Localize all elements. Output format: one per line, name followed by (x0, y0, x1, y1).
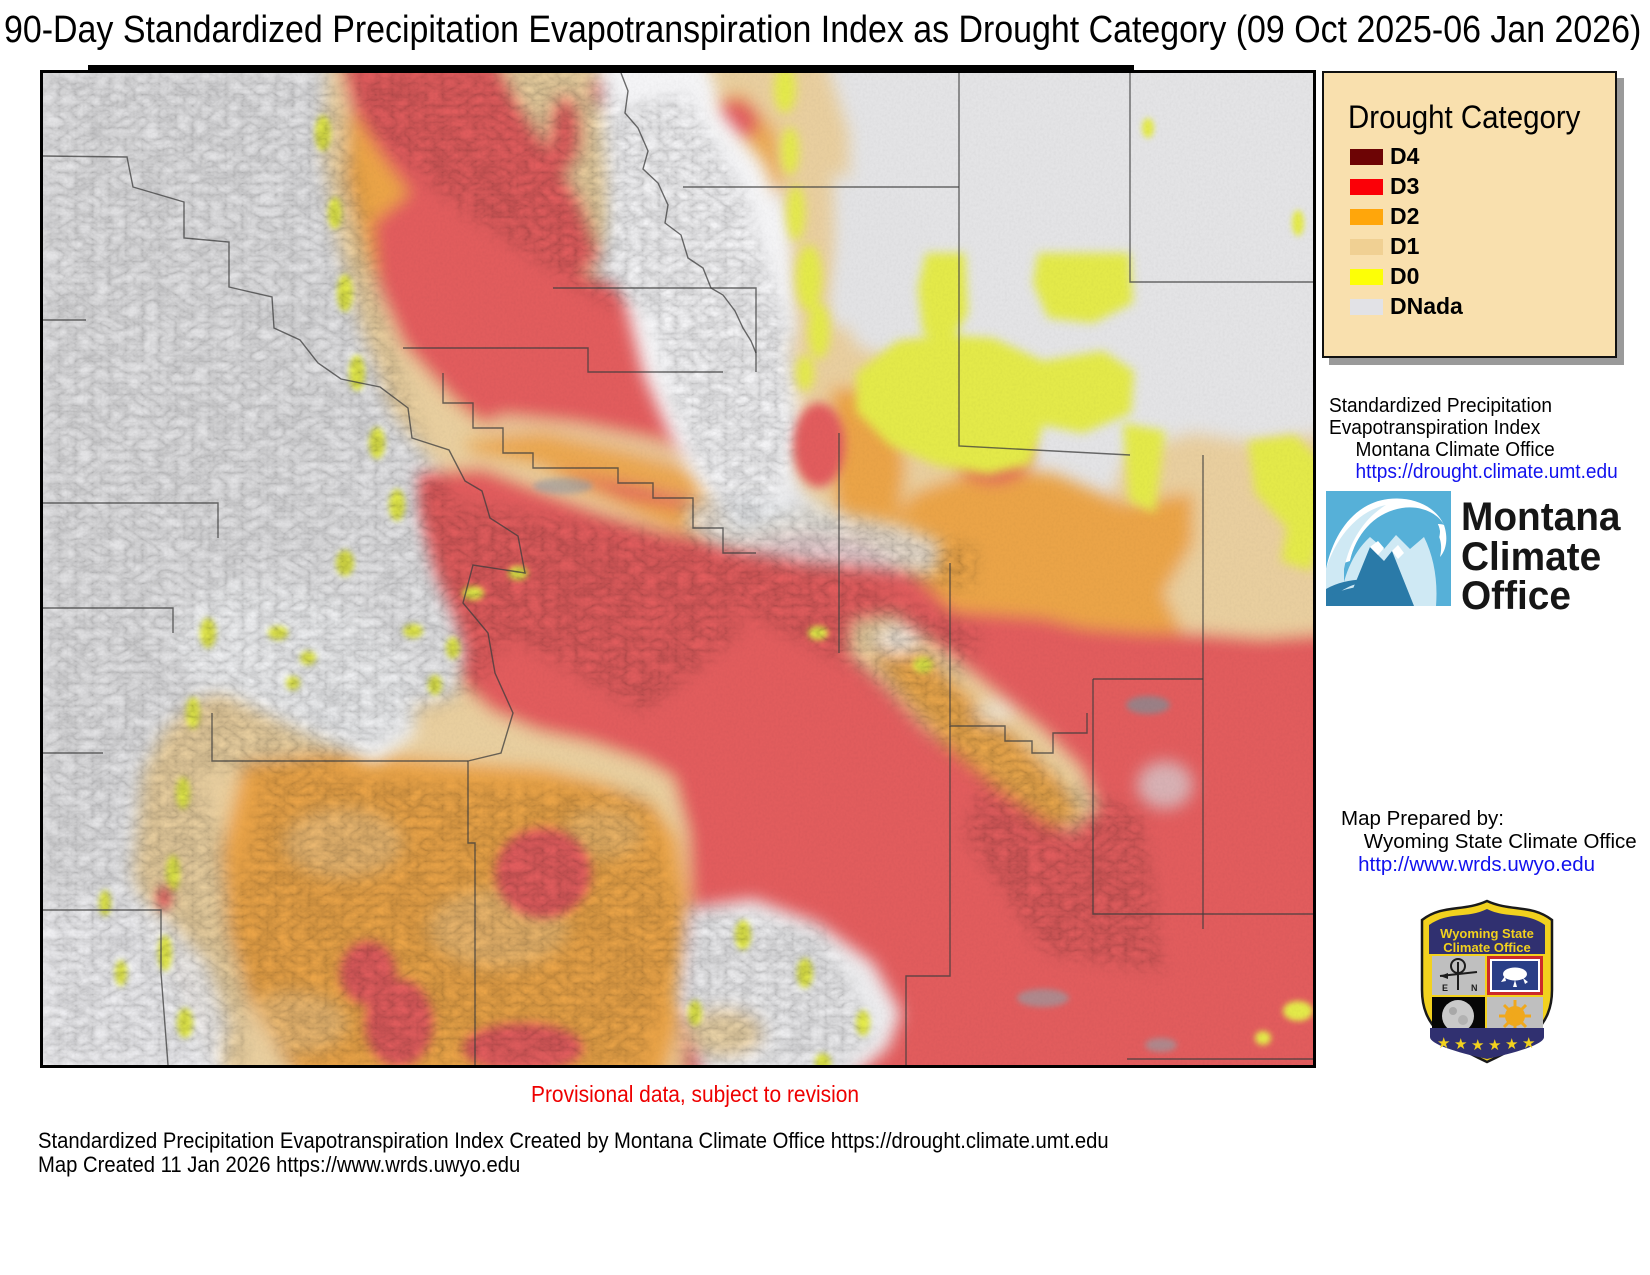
svg-text:Wyoming State: Wyoming State (1440, 926, 1534, 941)
svg-text:E: E (1442, 983, 1448, 993)
svg-text:★: ★ (1454, 1036, 1467, 1053)
svg-text:★: ★ (1437, 1035, 1450, 1052)
svg-text:★: ★ (1522, 1035, 1535, 1052)
svg-text:N: N (1471, 983, 1478, 993)
svg-text:★: ★ (1505, 1036, 1518, 1053)
svg-text:★: ★ (1471, 1037, 1484, 1054)
svg-text:★: ★ (1488, 1037, 1501, 1054)
svg-text:Climate Office: Climate Office (1443, 940, 1530, 955)
